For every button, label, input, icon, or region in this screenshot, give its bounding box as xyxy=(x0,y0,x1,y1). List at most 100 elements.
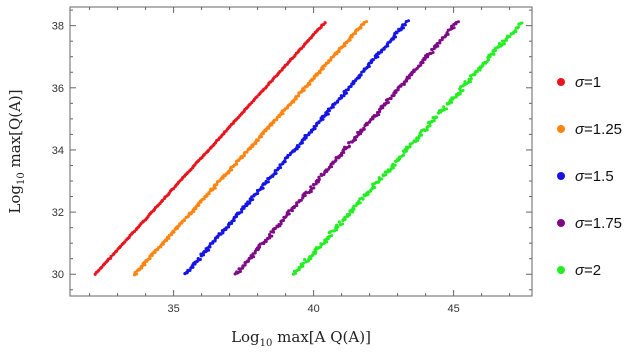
data-point xyxy=(347,213,352,217)
data-point xyxy=(358,73,362,77)
series-3 xyxy=(233,20,460,276)
data-point xyxy=(419,60,423,65)
y-tick-label: 36 xyxy=(52,83,64,95)
data-point xyxy=(377,180,381,184)
data-point xyxy=(407,19,411,23)
data-point xyxy=(272,227,277,231)
data-point xyxy=(363,67,367,71)
data-point xyxy=(338,97,342,101)
data-point xyxy=(196,256,200,261)
data-point xyxy=(434,115,438,119)
y-axis-title: Log10 max[Q(A)] xyxy=(6,89,27,213)
data-point xyxy=(418,131,422,135)
y-tick-label: 32 xyxy=(52,207,64,219)
data-point xyxy=(393,159,398,163)
data-point xyxy=(417,64,421,68)
data-point xyxy=(296,94,301,98)
legend-item-0: σ=1 xyxy=(557,74,601,91)
data-point xyxy=(233,215,237,219)
data-point xyxy=(456,91,461,96)
data-point xyxy=(461,88,465,92)
data-point xyxy=(295,203,299,207)
plot-frame xyxy=(69,6,533,297)
data-point xyxy=(256,189,260,193)
data-point xyxy=(182,218,186,222)
data-point xyxy=(386,168,390,172)
data-point xyxy=(345,91,349,95)
data-point xyxy=(171,229,175,233)
data-point xyxy=(252,255,256,259)
data-point xyxy=(239,270,243,274)
legend-sigma: σ xyxy=(575,121,585,138)
data-point xyxy=(240,210,244,214)
legend-value: =1.75 xyxy=(584,215,622,232)
data-point xyxy=(319,242,323,246)
data-point xyxy=(202,253,206,257)
data-point xyxy=(376,55,380,59)
legend-label: σ=1.25 xyxy=(575,121,622,138)
data-point xyxy=(381,173,385,177)
data-point xyxy=(384,173,388,177)
data-point xyxy=(431,51,435,55)
data-point xyxy=(255,95,259,99)
data-point xyxy=(303,258,307,262)
data-point xyxy=(227,225,231,229)
data-point xyxy=(227,221,232,225)
data-point xyxy=(312,186,316,190)
data-point xyxy=(474,69,478,73)
legend-sigma: σ xyxy=(575,215,585,232)
data-point xyxy=(339,94,343,98)
data-point xyxy=(357,199,361,204)
data-point xyxy=(402,82,406,86)
data-point xyxy=(255,138,259,142)
data-point xyxy=(348,84,353,89)
legend-marker xyxy=(557,172,565,180)
data-point xyxy=(408,145,412,149)
data-point xyxy=(133,270,137,275)
data-point xyxy=(432,119,436,123)
data-point xyxy=(371,57,375,62)
data-point xyxy=(318,245,322,249)
y-axis-title-base: Log xyxy=(6,185,24,214)
data-point xyxy=(262,182,266,186)
x-tick-label: 45 xyxy=(447,303,459,315)
data-point xyxy=(311,253,315,257)
data-point xyxy=(319,172,323,176)
legend-label: σ=1 xyxy=(575,74,601,91)
data-point xyxy=(300,263,304,267)
data-point xyxy=(389,96,393,101)
x-axis-title-sub: 10 xyxy=(260,338,273,349)
data-point xyxy=(201,197,205,201)
data-point xyxy=(297,265,301,270)
data-point xyxy=(217,179,221,183)
data-point xyxy=(292,269,297,273)
data-point xyxy=(343,215,347,219)
data-point xyxy=(513,29,517,33)
data-point xyxy=(283,215,287,220)
data-point xyxy=(314,182,318,186)
y-axis-title-rest: max[Q(A)] xyxy=(6,89,24,172)
legend-value: =1.5 xyxy=(584,168,614,185)
data-point xyxy=(383,170,387,174)
data-point xyxy=(160,198,165,203)
data-point xyxy=(335,223,339,227)
data-point xyxy=(456,20,460,24)
data-point xyxy=(304,190,308,194)
data-point xyxy=(186,268,190,272)
data-point xyxy=(497,41,502,46)
data-point xyxy=(281,218,285,223)
legend-sigma: σ xyxy=(575,74,585,91)
data-point xyxy=(326,112,330,116)
plot-area xyxy=(93,19,524,277)
data-point xyxy=(401,153,405,157)
legend-sigma: σ xyxy=(575,262,585,279)
data-point xyxy=(330,234,334,238)
legend-value: =1.25 xyxy=(584,121,622,138)
data-point xyxy=(397,27,401,31)
legend-item-2: σ=1.5 xyxy=(557,168,614,185)
data-point xyxy=(199,252,203,256)
y-axis-title-sub: 10 xyxy=(16,172,27,185)
y-tick-label: 38 xyxy=(52,21,64,33)
y-tick-label: 34 xyxy=(52,145,64,157)
